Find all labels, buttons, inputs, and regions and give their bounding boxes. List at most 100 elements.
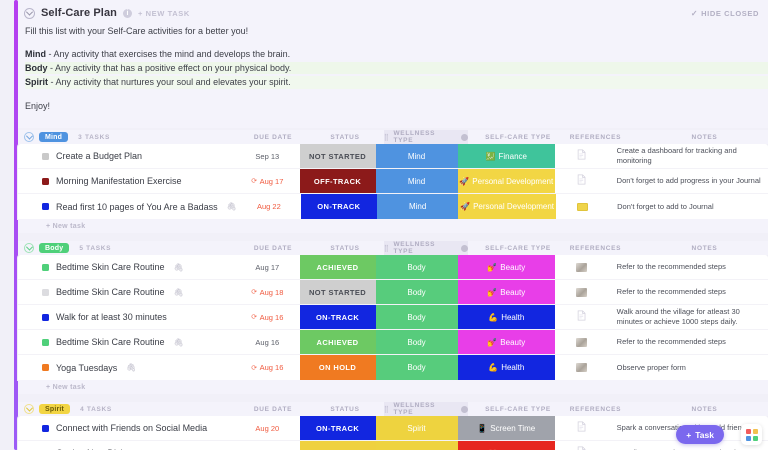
self-care-type-cell[interactable]: 💅Beauty bbox=[458, 330, 556, 354]
column-header-self-care-type[interactable]: SELF-CARE TYPE bbox=[468, 402, 568, 416]
group-tag-spirit[interactable]: Spirit bbox=[39, 404, 70, 414]
status-cell[interactable]: ACHIEVED bbox=[300, 330, 376, 354]
task-name-cell[interactable]: Create a Budget Plan bbox=[18, 144, 235, 168]
column-header-self-care-type[interactable]: SELF-CARE TYPE bbox=[468, 241, 568, 255]
status-cell[interactable]: ON-TRACK bbox=[300, 305, 376, 329]
task-name-cell[interactable]: Cook a New Dish bbox=[18, 441, 235, 450]
references-cell[interactable] bbox=[555, 144, 609, 168]
notes-cell[interactable]: Refer to the recommended steps bbox=[609, 330, 768, 354]
collapse-list-chevron-icon[interactable] bbox=[24, 8, 35, 19]
add-task-fab[interactable]: + Task bbox=[676, 425, 724, 444]
collapse-group-chevron-icon[interactable] bbox=[24, 132, 34, 142]
document-icon-wrap[interactable] bbox=[577, 147, 586, 165]
task-name-cell[interactable]: Read first 10 pages of You Are a Badass🖇 bbox=[18, 194, 237, 219]
table-row[interactable]: Cook a New DishSep 13CRUSHINGSpirit❤️Hob… bbox=[18, 441, 768, 450]
yellow-thumbnail-icon[interactable] bbox=[577, 203, 588, 211]
table-row[interactable]: Bedtime Skin Care Routine🖇Aug 17ACHIEVED… bbox=[18, 255, 768, 280]
references-cell[interactable] bbox=[555, 416, 609, 440]
drag-handle-icon[interactable]: ⣿ bbox=[384, 133, 389, 141]
notes-cell[interactable]: Refer to the recommended steps bbox=[609, 255, 768, 279]
new-task-link[interactable]: + NEW TASK bbox=[138, 9, 190, 18]
column-header-status[interactable]: STATUS bbox=[306, 402, 384, 416]
wellness-type-cell[interactable]: Mind bbox=[376, 144, 458, 168]
apps-grid-icon[interactable] bbox=[741, 424, 762, 445]
status-cell[interactable]: OFF-TRACK bbox=[300, 169, 376, 193]
references-cell[interactable] bbox=[556, 194, 609, 219]
photo-thumbnail-icon[interactable] bbox=[576, 338, 587, 347]
column-header-status[interactable]: STATUS bbox=[306, 241, 384, 255]
column-header-due-date[interactable]: DUE DATE bbox=[240, 402, 306, 416]
task-name-cell[interactable]: Connect with Friends on Social Media bbox=[18, 416, 235, 440]
column-header-due-date[interactable]: DUE DATE bbox=[240, 130, 306, 144]
self-care-type-cell[interactable]: 🚀Personal Development bbox=[458, 194, 555, 219]
add-field-icon[interactable] bbox=[461, 134, 468, 141]
notes-cell[interactable]: Don't forget to add to Journal bbox=[609, 194, 768, 219]
wellness-type-cell[interactable]: Body bbox=[376, 255, 458, 279]
self-care-type-cell[interactable]: 💅Beauty bbox=[458, 280, 556, 304]
drag-handle-icon[interactable]: ⣿ bbox=[384, 405, 389, 413]
status-cell[interactable]: ACHIEVED bbox=[300, 255, 376, 279]
wellness-type-cell[interactable]: Spirit bbox=[376, 441, 458, 450]
task-status-dot-icon[interactable] bbox=[42, 314, 49, 321]
table-row[interactable]: Bedtime Skin Care Routine🖇Aug 16ACHIEVED… bbox=[18, 330, 768, 355]
due-date-cell[interactable]: Aug 17 bbox=[235, 255, 299, 279]
column-header-references[interactable]: REFERENCES bbox=[568, 130, 623, 144]
self-care-type-cell[interactable]: 💪Health bbox=[458, 355, 556, 380]
due-date-cell[interactable]: ⟳Aug 16 bbox=[235, 355, 299, 380]
column-header-notes[interactable]: NOTES bbox=[623, 241, 768, 255]
task-status-dot-icon[interactable] bbox=[42, 264, 49, 271]
column-header-wellness-type[interactable]: ⣿WELLNESS TYPE bbox=[384, 402, 468, 416]
column-header-notes[interactable]: NOTES bbox=[623, 130, 768, 144]
task-name-cell[interactable]: Morning Manifestation Exercise bbox=[18, 169, 235, 193]
task-status-dot-icon[interactable] bbox=[42, 425, 49, 432]
due-date-cell[interactable]: Aug 20 bbox=[235, 416, 299, 440]
notes-cell[interactable]: Don't forget to add progress in your Jou… bbox=[609, 169, 768, 193]
references-cell[interactable] bbox=[555, 169, 609, 193]
task-name-cell[interactable]: Bedtime Skin Care Routine🖇 bbox=[18, 330, 235, 354]
references-cell[interactable] bbox=[555, 280, 609, 304]
references-cell[interactable] bbox=[555, 355, 609, 380]
photo-thumbnail-icon[interactable] bbox=[576, 263, 587, 272]
table-row[interactable]: Bedtime Skin Care Routine🖇⟳Aug 18NOT STA… bbox=[18, 280, 768, 305]
column-header-notes[interactable]: NOTES bbox=[623, 402, 768, 416]
due-date-cell[interactable]: ⟳Aug 17 bbox=[235, 169, 299, 193]
due-date-cell[interactable]: ⟳Aug 18 bbox=[235, 280, 299, 304]
self-care-type-cell[interactable]: 💅Beauty bbox=[458, 255, 556, 279]
column-header-wellness-type[interactable]: ⣿WELLNESS TYPE bbox=[384, 130, 468, 144]
table-row[interactable]: Yoga Tuesdays🖇⟳Aug 16ON HOLDBody💪HealthO… bbox=[18, 355, 768, 380]
status-cell[interactable]: NOT STARTED bbox=[300, 280, 376, 304]
column-header-wellness-type[interactable]: ⣿WELLNESS TYPE bbox=[384, 241, 468, 255]
column-header-references[interactable]: REFERENCES bbox=[568, 402, 623, 416]
wellness-type-cell[interactable]: Spirit bbox=[376, 416, 458, 440]
task-status-dot-icon[interactable] bbox=[42, 339, 49, 346]
self-care-type-cell[interactable]: 🚀Personal Development bbox=[458, 169, 556, 193]
status-cell[interactable]: ON HOLD bbox=[300, 355, 376, 380]
wellness-type-cell[interactable]: Body bbox=[376, 280, 458, 304]
group-tag-mind[interactable]: Mind bbox=[39, 132, 68, 142]
wellness-type-cell[interactable]: Body bbox=[376, 305, 458, 329]
references-cell[interactable] bbox=[555, 255, 609, 279]
references-cell[interactable] bbox=[555, 330, 609, 354]
add-new-task-row[interactable]: + New task bbox=[18, 219, 768, 233]
column-header-self-care-type[interactable]: SELF-CARE TYPE bbox=[468, 130, 568, 144]
add-new-task-row[interactable]: + New task bbox=[18, 380, 768, 394]
group-tag-body[interactable]: Body bbox=[39, 243, 69, 253]
task-status-dot-icon[interactable] bbox=[42, 289, 49, 296]
due-date-cell[interactable]: ⟳Aug 16 bbox=[235, 305, 299, 329]
notes-cell[interactable]: Observe proper form bbox=[609, 355, 768, 380]
self-care-type-cell[interactable]: 📱Screen Time bbox=[458, 416, 556, 440]
task-name-cell[interactable]: Bedtime Skin Care Routine🖇 bbox=[18, 280, 235, 304]
collapse-group-chevron-icon[interactable] bbox=[24, 404, 34, 414]
info-icon[interactable]: i bbox=[123, 9, 132, 18]
table-row[interactable]: Connect with Friends on Social MediaAug … bbox=[18, 416, 768, 441]
status-cell[interactable]: ON-TRACK bbox=[301, 194, 377, 219]
self-care-type-cell[interactable]: ❤️Hobby bbox=[458, 441, 556, 450]
wellness-type-cell[interactable]: Mind bbox=[377, 194, 459, 219]
document-icon-wrap[interactable] bbox=[577, 308, 586, 326]
photo-thumbnail-icon[interactable] bbox=[576, 288, 587, 297]
drag-handle-icon[interactable]: ⣿ bbox=[384, 244, 389, 252]
document-icon-wrap[interactable] bbox=[577, 444, 586, 450]
task-name-cell[interactable]: Yoga Tuesdays🖇 bbox=[18, 355, 235, 380]
task-status-dot-icon[interactable] bbox=[42, 364, 49, 371]
self-care-type-cell[interactable]: 💹Finance bbox=[458, 144, 556, 168]
